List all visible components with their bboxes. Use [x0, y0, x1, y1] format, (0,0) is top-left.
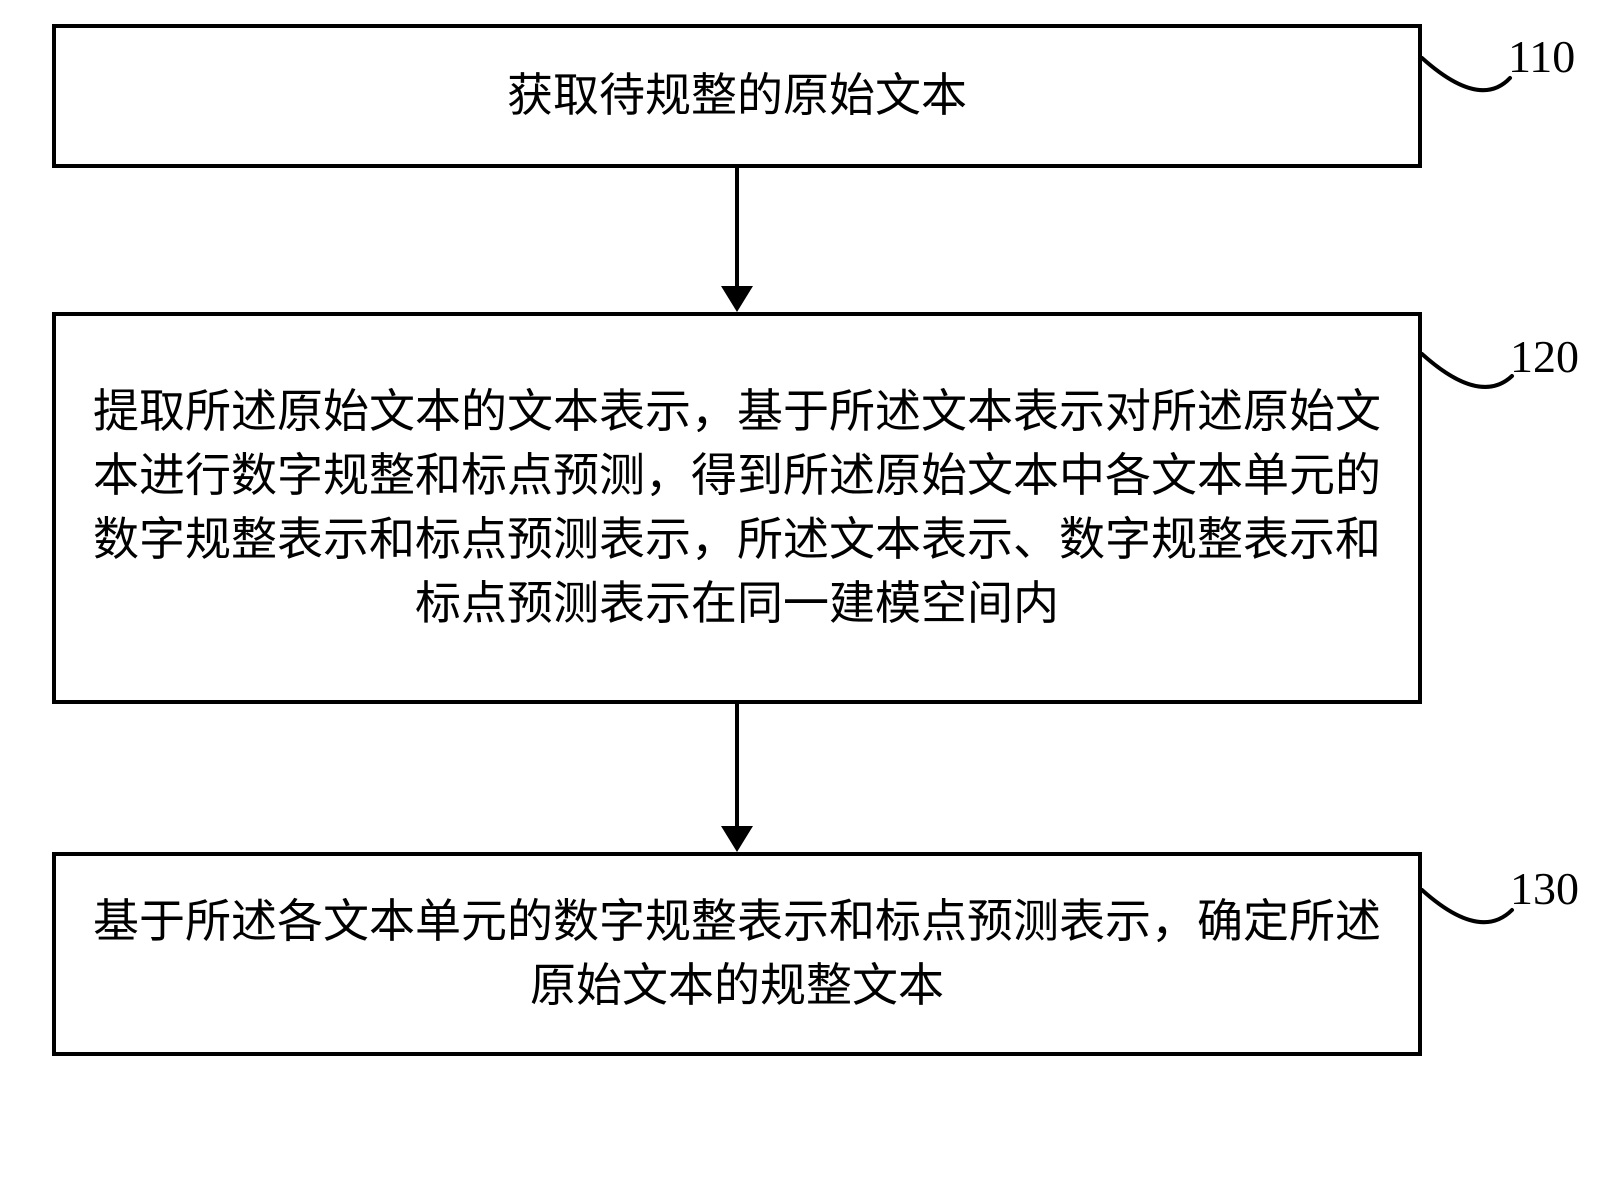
callout-n1: [1418, 54, 1514, 114]
flow-node-text-n1: 获取待规整的原始文本: [507, 64, 967, 128]
arrow-2: [719, 704, 755, 854]
callout-n2: [1418, 350, 1516, 410]
flow-node-label-n3: 130: [1510, 862, 1579, 915]
callout-n3: [1418, 886, 1516, 946]
flow-node-label-n2: 120: [1510, 330, 1579, 383]
flow-node-n3: 基于所述各文本单元的数字规整表示和标点预测表示，确定所述原始文本的规整文本: [52, 852, 1422, 1056]
flow-node-text-n2: 提取所述原始文本的文本表示，基于所述文本表示对所述原始文本进行数字规整和标点预测…: [84, 380, 1390, 636]
flow-node-n2: 提取所述原始文本的文本表示，基于所述文本表示对所述原始文本进行数字规整和标点预测…: [52, 312, 1422, 704]
flowchart-canvas: 获取待规整的原始文本 110 提取所述原始文本的文本表示，基于所述文本表示对所述原始…: [0, 0, 1613, 1177]
arrow-1: [719, 168, 755, 314]
flow-node-label-n1: 110: [1508, 30, 1575, 83]
flow-node-text-n3: 基于所述各文本单元的数字规整表示和标点预测表示，确定所述原始文本的规整文本: [84, 890, 1390, 1018]
flow-node-n1: 获取待规整的原始文本: [52, 24, 1422, 168]
